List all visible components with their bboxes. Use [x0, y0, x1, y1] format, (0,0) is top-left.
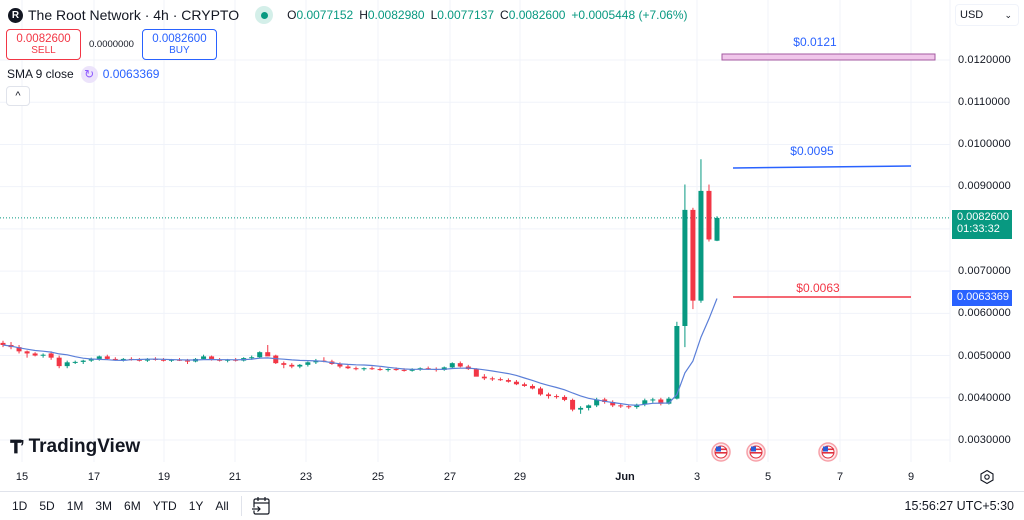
- go-to-date-icon[interactable]: [250, 496, 272, 516]
- refresh-icon[interactable]: ↻: [80, 65, 98, 83]
- resistance-trendline-drawing[interactable]: [732, 165, 912, 169]
- range-1y-button[interactable]: 1Y: [188, 499, 204, 513]
- time-axis-label: 27: [443, 471, 457, 483]
- collapse-legend-button[interactable]: ^: [6, 86, 30, 106]
- market-status-icon[interactable]: [255, 6, 274, 24]
- sell-button[interactable]: 0.0082600 SELL: [6, 29, 81, 60]
- price-axis-label: 0.0030000: [958, 434, 1011, 446]
- currency-value: USD: [960, 9, 984, 21]
- us-event-flag-icon[interactable]: [746, 442, 766, 462]
- price-axis-label: 0.0110000: [958, 96, 1011, 108]
- time-axis-label: 9: [907, 471, 915, 483]
- chart-drawings[interactable]: [721, 53, 936, 298]
- indicator-value: 0.0063369: [102, 67, 160, 81]
- chevron-down-icon: ⌄: [1004, 9, 1012, 20]
- open-value: 0.0077152: [296, 8, 354, 22]
- drawing-label-target: $0.0121: [793, 35, 837, 49]
- sma-line: [2, 298, 718, 406]
- bar-countdown: 01:33:32: [957, 223, 1000, 235]
- time-axis-label: 5: [764, 471, 772, 483]
- price-axis-label: 0.0070000: [958, 265, 1011, 277]
- symbol-legend: R The Root Network · 4h · CRYPTO O0.0077…: [8, 6, 688, 24]
- time-axis-label: Jun: [615, 471, 635, 483]
- us-event-flag-icon[interactable]: [711, 442, 731, 462]
- target-rectangle-drawing[interactable]: [721, 53, 936, 61]
- trade-buttons: 0.0082600 SELL 0.0000000 0.0082600 BUY: [6, 29, 217, 60]
- timezone-clock[interactable]: 15:56:27 UTC+5:30: [904, 499, 1014, 513]
- time-axis-label: 7: [836, 471, 844, 483]
- last-price-tag: 0.0082600 01:33:32: [952, 210, 1012, 239]
- us-event-flag-icon[interactable]: [818, 442, 838, 462]
- time-axis-label: 17: [87, 471, 101, 483]
- bottom-toolbar: 1D 5D 1M 3M 6M YTD 1Y All 15:56:27 UTC+5…: [0, 491, 1024, 520]
- drawing-label-support: $0.0063: [796, 281, 840, 295]
- ohlc-values: O0.0077152 H0.0082980 L0.0077137 C0.0082…: [287, 8, 688, 22]
- price-axis-label: 0.0100000: [958, 138, 1011, 150]
- symbol-logo-icon: R: [8, 7, 23, 23]
- time-axis-label: 19: [157, 471, 171, 483]
- candlestick-series: [0, 159, 720, 414]
- range-ytd-button[interactable]: YTD: [152, 499, 177, 513]
- sma-price-tag: 0.0063369: [952, 290, 1012, 306]
- drawing-label-resistance: $0.0095: [790, 144, 834, 158]
- symbol-title[interactable]: The Root Network · 4h · CRYPTO: [28, 7, 240, 23]
- tradingview-logo[interactable]: 𝐓’ TradingView: [10, 436, 141, 457]
- time-axis-label: 23: [299, 471, 313, 483]
- close-value: 0.0082600: [508, 8, 566, 22]
- time-axis-label: 15: [15, 471, 29, 483]
- time-axis-label: 21: [228, 471, 242, 483]
- change-value: +0.0005448 (+7.06%): [571, 8, 688, 22]
- time-axis-label: 29: [513, 471, 527, 483]
- indicator-legend[interactable]: SMA 9 close ↻ 0.0063369: [7, 65, 160, 83]
- price-axis-label: 0.0120000: [958, 54, 1011, 66]
- time-axis-label: 3: [693, 471, 701, 483]
- economic-events[interactable]: [711, 442, 838, 462]
- currency-select[interactable]: USD ⌄: [955, 4, 1019, 26]
- price-axis-label: 0.0060000: [958, 307, 1011, 319]
- range-all-button[interactable]: All: [215, 499, 229, 513]
- price-axis-label: 0.0040000: [958, 392, 1011, 404]
- price-axis-label: 0.0050000: [958, 350, 1011, 362]
- range-5d-button[interactable]: 5D: [39, 499, 55, 513]
- settings-icon[interactable]: [979, 469, 995, 485]
- indicator-name[interactable]: SMA 9 close: [7, 67, 74, 81]
- range-3m-button[interactable]: 3M: [95, 499, 113, 513]
- spread-value: 0.0000000: [89, 39, 134, 50]
- time-axis-label: 25: [371, 471, 385, 483]
- toolbar-divider: [240, 496, 242, 516]
- buy-button[interactable]: 0.0082600 BUY: [141, 29, 217, 60]
- chevron-up-icon: ^: [15, 90, 21, 102]
- tradingview-logo-icon: 𝐓’: [10, 436, 25, 457]
- range-1m-button[interactable]: 1M: [66, 499, 84, 513]
- range-6m-button[interactable]: 6M: [124, 499, 141, 513]
- low-value: 0.0077137: [437, 8, 495, 22]
- price-axis-label: 0.0090000: [958, 180, 1011, 192]
- range-1d-button[interactable]: 1D: [12, 499, 28, 513]
- high-value: 0.0082980: [367, 8, 425, 22]
